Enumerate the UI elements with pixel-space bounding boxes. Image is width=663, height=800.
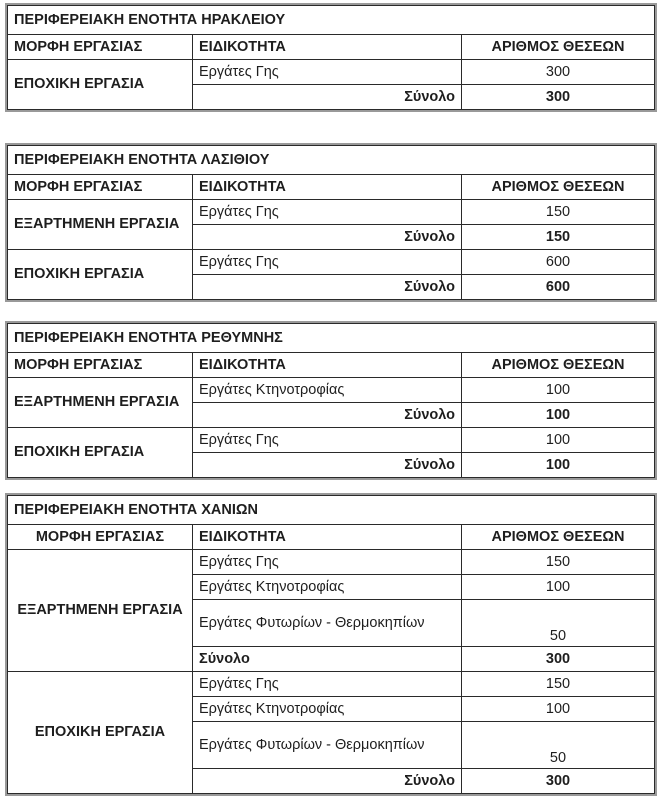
header-specialty: ΕΙΔΙΚΟΤΗΤΑ: [192, 352, 462, 378]
header-positions: ΑΡΙΘΜΟΣ ΘΕΣΕΩΝ: [461, 34, 655, 60]
positions-cell: 50: [461, 599, 655, 647]
specialty-cell: Εργάτες Γης: [192, 59, 462, 85]
table-row: ΕΞΑΡΤΗΜΕΝΗ ΕΡΓΑΣΙΑ Εργάτες Γης 150: [7, 199, 655, 250]
total-row: Σύνολο 300: [8, 84, 655, 110]
positions-cell: 100: [461, 696, 655, 722]
total-label: Σύνολο: [192, 452, 462, 478]
header-specialty: ΕΙΔΙΚΟΤΗΤΑ: [192, 34, 462, 60]
region-title: ΠΕΡΙΦΕΡΕΙΑΚΗ ΕΝΟΤΗΤΑ ΡΕΘΥΜΝΗΣ: [7, 323, 655, 353]
specialty-cell: Εργάτες Γης: [192, 671, 462, 697]
specialty-cell: Εργάτες Γης: [192, 249, 462, 275]
work-type-cell: ΕΠΟΧΙΚΗ ΕΡΓΑΣΙΑ: [7, 249, 193, 300]
total-row: Σύνολο 100: [8, 452, 655, 478]
region-table: ΠΕΡΙΦΕΡΕΙΑΚΗ ΕΝΟΤΗΤΑ ΗΡΑΚΛΕΙΟΥ ΜΟΡΦΗ ΕΡΓΑ…: [5, 3, 657, 112]
total-value: 300: [461, 84, 655, 110]
region-table: ΠΕΡΙΦΕΡΕΙΑΚΗ ΕΝΟΤΗΤΑ ΡΕΘΥΜΝΗΣ ΜΟΡΦΗ ΕΡΓΑΣ…: [5, 321, 657, 480]
header-positions: ΑΡΙΘΜΟΣ ΘΕΣΕΩΝ: [461, 352, 655, 378]
work-type-cell: ΕΠΟΧΙΚΗ ΕΡΓΑΣΙΑ: [7, 427, 193, 478]
header-work-type: ΜΟΡΦΗ ΕΡΓΑΣΙΑΣ: [7, 352, 193, 378]
table-row: Εργάτες Φυτωρίων - Θερμοκηπίων 50: [8, 721, 655, 769]
table-row: Εργάτες Φυτωρίων - Θερμοκηπίων 50: [8, 599, 655, 647]
total-row: Σύνολο 300: [8, 768, 655, 794]
positions-cell: 600: [461, 249, 655, 275]
positions-cell: 150: [461, 671, 655, 697]
header-row: ΜΟΡΦΗ ΕΡΓΑΣΙΑΣ ΕΙΔΙΚΟΤΗΤΑ ΑΡΙΘΜΟΣ ΘΕΣΕΩΝ: [7, 34, 655, 60]
header-specialty: ΕΙΔΙΚΟΤΗΤΑ: [192, 174, 462, 200]
total-label: Σύνολο: [192, 768, 462, 794]
total-row: Σύνολο 100: [8, 402, 655, 428]
positions-cell: 150: [461, 549, 655, 575]
total-value: 300: [461, 768, 655, 794]
specialty-cell: Εργάτες Γης: [192, 199, 462, 225]
header-positions: ΑΡΙΘΜΟΣ ΘΕΣΕΩΝ: [461, 174, 655, 200]
work-type-cell: ΕΞΑΡΤΗΜΕΝΗ ΕΡΓΑΣΙΑ: [7, 549, 193, 672]
total-value: 600: [461, 274, 655, 300]
total-value: 100: [461, 402, 655, 428]
title-row: ΠΕΡΙΦΕΡΕΙΑΚΗ ΕΝΟΤΗΤΑ ΛΑΣΙΘΙΟΥ: [7, 145, 655, 175]
work-type-cell: ΕΞΑΡΤΗΜΕΝΗ ΕΡΓΑΣΙΑ: [7, 199, 193, 250]
table-row: ΕΠΟΧΙΚΗ ΕΡΓΑΣΙΑ Εργάτες Γης 600: [7, 249, 655, 300]
region-table: ΠΕΡΙΦΕΡΕΙΑΚΗ ΕΝΟΤΗΤΑ ΧΑΝΙΩΝ ΜΟΡΦΗ ΕΡΓΑΣΙΑ…: [5, 493, 657, 796]
header-row: ΜΟΡΦΗ ΕΡΓΑΣΙΑΣ ΕΙΔΙΚΟΤΗΤΑ ΑΡΙΘΜΟΣ ΘΕΣΕΩΝ: [7, 524, 655, 550]
positions-cell: 100: [461, 427, 655, 453]
specialty-cell: Εργάτες Κτηνοτροφίας: [192, 377, 462, 403]
work-type-cell: ΕΞΑΡΤΗΜΕΝΗ ΕΡΓΑΣΙΑ: [7, 377, 193, 428]
region-title: ΠΕΡΙΦΕΡΕΙΑΚΗ ΕΝΟΤΗΤΑ ΗΡΑΚΛΕΙΟΥ: [7, 5, 655, 35]
header-specialty: ΕΙΔΙΚΟΤΗΤΑ: [192, 524, 462, 550]
table-row: ΕΠΟΧΙΚΗ ΕΡΓΑΣΙΑ Εργάτες Γης 100: [7, 427, 655, 478]
work-type-cell: ΕΠΟΧΙΚΗ ΕΡΓΑΣΙΑ: [7, 59, 193, 110]
specialty-cell: Εργάτες Κτηνοτροφίας: [192, 696, 462, 722]
specialty-cell: Εργάτες Κτηνοτροφίας: [192, 574, 462, 600]
specialty-cell: Εργάτες Γης: [192, 427, 462, 453]
region-title: ΠΕΡΙΦΕΡΕΙΑΚΗ ΕΝΟΤΗΤΑ ΧΑΝΙΩΝ: [7, 495, 655, 525]
region-title: ΠΕΡΙΦΕΡΕΙΑΚΗ ΕΝΟΤΗΤΑ ΛΑΣΙΘΙΟΥ: [7, 145, 655, 175]
total-row: Σύνολο 600: [8, 274, 655, 300]
table-row: ΕΞΑΡΤΗΜΕΝΗ ΕΡΓΑΣΙΑ Εργάτες Γης 150: [7, 549, 655, 672]
total-label: Σύνολο: [192, 274, 462, 300]
title-row: ΠΕΡΙΦΕΡΕΙΑΚΗ ΕΝΟΤΗΤΑ ΗΡΑΚΛΕΙΟΥ: [7, 5, 655, 35]
specialty-cell: Εργάτες Γης: [192, 549, 462, 575]
header-work-type: ΜΟΡΦΗ ΕΡΓΑΣΙΑΣ: [7, 34, 193, 60]
total-label: Σύνολο: [192, 402, 462, 428]
total-value: 300: [461, 646, 655, 672]
specialty-cell: Εργάτες Φυτωρίων - Θερμοκηπίων: [192, 721, 462, 769]
work-type-cell: ΕΠΟΧΙΚΗ ΕΡΓΑΣΙΑ: [7, 671, 193, 794]
total-label: Σύνολο: [192, 84, 462, 110]
table-row: ΕΠΟΧΙΚΗ ΕΡΓΑΣΙΑ Εργάτες Γης 300: [7, 59, 655, 110]
positions-cell: 100: [461, 377, 655, 403]
header-positions: ΑΡΙΘΜΟΣ ΘΕΣΕΩΝ: [461, 524, 655, 550]
positions-cell: 50: [461, 721, 655, 769]
title-row: ΠΕΡΙΦΕΡΕΙΑΚΗ ΕΝΟΤΗΤΑ ΧΑΝΙΩΝ: [7, 495, 655, 525]
total-value: 100: [461, 452, 655, 478]
total-row: Σύνολο 150: [8, 224, 655, 250]
positions-cell: 300: [461, 59, 655, 85]
total-value: 150: [461, 224, 655, 250]
title-row: ΠΕΡΙΦΕΡΕΙΑΚΗ ΕΝΟΤΗΤΑ ΡΕΘΥΜΝΗΣ: [7, 323, 655, 353]
header-row: ΜΟΡΦΗ ΕΡΓΑΣΙΑΣ ΕΙΔΙΚΟΤΗΤΑ ΑΡΙΘΜΟΣ ΘΕΣΕΩΝ: [7, 352, 655, 378]
total-label: Σύνολο: [192, 224, 462, 250]
table-row: Εργάτες Κτηνοτροφίας 100: [8, 574, 655, 600]
header-work-type: ΜΟΡΦΗ ΕΡΓΑΣΙΑΣ: [7, 174, 193, 200]
total-label: Σύνολο: [192, 646, 462, 672]
positions-cell: 100: [461, 574, 655, 600]
header-row: ΜΟΡΦΗ ΕΡΓΑΣΙΑΣ ΕΙΔΙΚΟΤΗΤΑ ΑΡΙΘΜΟΣ ΘΕΣΕΩΝ: [7, 174, 655, 200]
table-row: ΕΠΟΧΙΚΗ ΕΡΓΑΣΙΑ Εργάτες Γης 150: [7, 671, 655, 794]
specialty-cell: Εργάτες Φυτωρίων - Θερμοκηπίων: [192, 599, 462, 647]
region-table: ΠΕΡΙΦΕΡΕΙΑΚΗ ΕΝΟΤΗΤΑ ΛΑΣΙΘΙΟΥ ΜΟΡΦΗ ΕΡΓΑΣ…: [5, 143, 657, 302]
header-work-type: ΜΟΡΦΗ ΕΡΓΑΣΙΑΣ: [7, 524, 193, 550]
positions-cell: 150: [461, 199, 655, 225]
table-row: ΕΞΑΡΤΗΜΕΝΗ ΕΡΓΑΣΙΑ Εργάτες Κτηνοτροφίας 10…: [7, 377, 655, 428]
